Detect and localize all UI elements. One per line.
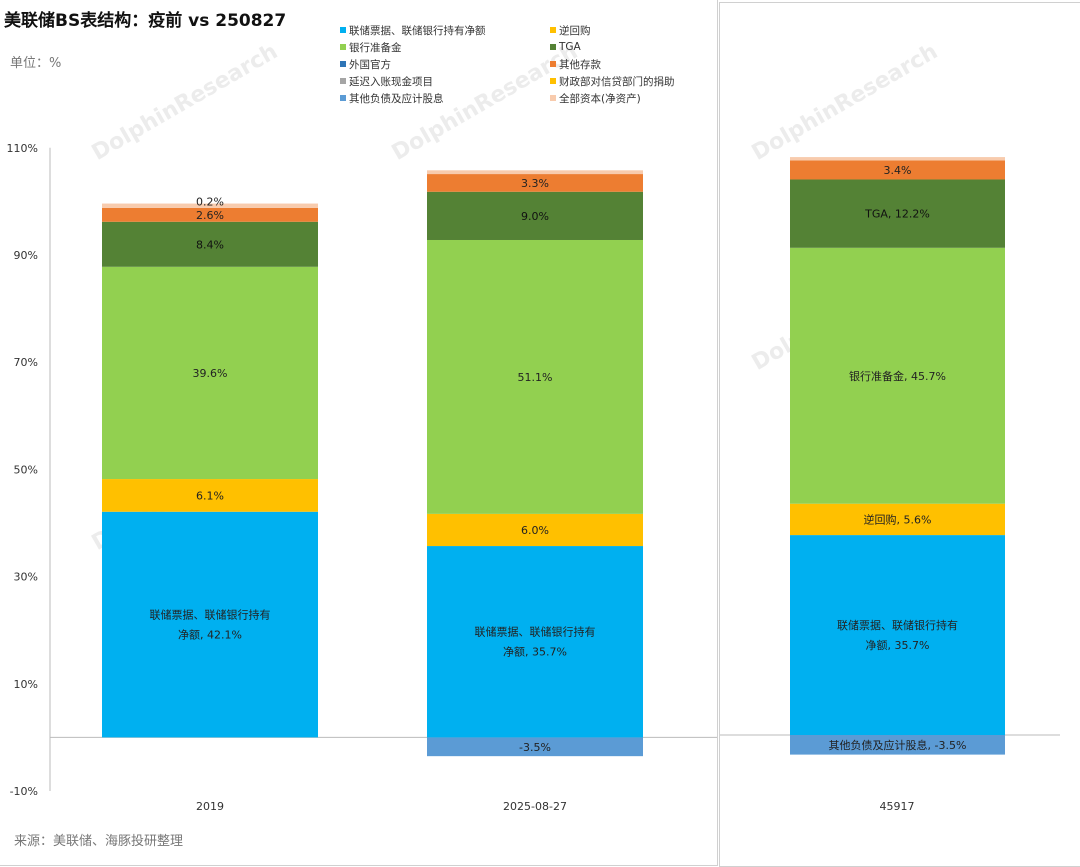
data-label: 0.2% xyxy=(196,196,224,209)
legend-label: 财政部对信贷部门的捐助 xyxy=(559,75,675,88)
legend-label: 其他负债及应计股息 xyxy=(349,92,444,105)
y-tick-label: 70% xyxy=(14,356,38,369)
data-label: 3.4% xyxy=(884,164,912,177)
bar-segment xyxy=(790,157,1005,161)
legend-label: 逆回购 xyxy=(559,24,591,37)
legend-item: 财政部对信贷部门的捐助 xyxy=(550,73,700,89)
legend-swatch xyxy=(550,27,556,33)
bar-segment xyxy=(790,735,1005,755)
bar-segment xyxy=(102,221,318,267)
legend-swatch xyxy=(340,95,346,101)
legend-item: 延迟入账现金项目 xyxy=(340,73,550,89)
source-note: 来源：美联储、海豚投研整理 xyxy=(14,834,184,849)
bar-segment xyxy=(102,207,318,222)
legend-item: 银行准备金 xyxy=(340,39,550,55)
data-label: 8.4% xyxy=(196,238,224,251)
legend-label: 银行准备金 xyxy=(349,41,402,54)
data-label: 3.3% xyxy=(521,177,549,190)
bar-segment xyxy=(427,513,643,547)
bar-segment xyxy=(790,247,1005,504)
data-label: 联储票据、联储银行持有 xyxy=(837,618,958,632)
legend-swatch xyxy=(550,61,556,67)
legend-swatch xyxy=(550,95,556,101)
y-tick-label: 10% xyxy=(14,678,38,691)
data-label: 9.0% xyxy=(521,210,549,223)
x-tick-label: 2025-08-27 xyxy=(503,800,567,813)
data-label: 净额, 35.7% xyxy=(503,645,567,659)
data-label: 51.1% xyxy=(518,371,553,384)
bar-segment xyxy=(427,546,643,738)
bar-segment xyxy=(102,511,318,738)
legend-label: 外国官方 xyxy=(349,58,391,71)
x-tick-label: 45917 xyxy=(880,800,915,813)
legend-item: 其他存款 xyxy=(550,56,700,72)
legend-item: 外国官方 xyxy=(340,56,550,72)
bar-segment xyxy=(427,737,643,757)
data-label: 39.6% xyxy=(193,367,228,380)
data-label: -3.5% xyxy=(519,741,551,754)
bar-segment xyxy=(427,174,643,192)
bar-segment xyxy=(427,191,643,240)
legend-label: 联储票据、联储银行持有净额 xyxy=(349,24,486,37)
legend-swatch xyxy=(340,27,346,33)
bar-segment xyxy=(790,535,1005,735)
legend-label: 延迟入账现金项目 xyxy=(349,75,433,88)
legend-swatch xyxy=(550,78,556,84)
legend-label: 其他存款 xyxy=(559,58,601,71)
legend-swatch xyxy=(550,44,556,50)
legend-item: 逆回购 xyxy=(550,22,700,38)
bar-segment xyxy=(790,179,1005,248)
main-chart-panel xyxy=(0,0,718,866)
legend-item: 联储票据、联储银行持有净额 xyxy=(340,22,550,38)
legend-label: TGA xyxy=(559,41,581,53)
data-label: 逆回购, 5.6% xyxy=(864,512,932,526)
legend-item: 其他负债及应计股息 xyxy=(340,90,550,106)
bar-segment xyxy=(427,239,643,514)
legend-swatch xyxy=(340,44,346,50)
bar-segment xyxy=(102,203,318,208)
legend-swatch xyxy=(340,78,346,84)
legend-label: 全部资本(净资产) xyxy=(559,92,641,105)
y-tick-label: 50% xyxy=(14,463,38,476)
data-label: 银行准备金, 45.7% xyxy=(849,369,946,383)
data-label: 联储票据、联储银行持有 xyxy=(150,608,271,622)
bar-segment xyxy=(102,479,318,512)
y-tick-label: 30% xyxy=(14,571,38,584)
bar-segment xyxy=(790,503,1005,536)
bar-segment xyxy=(790,160,1005,180)
data-label: 2.6% xyxy=(196,209,224,222)
data-label: 其他负债及应计股息, -3.5% xyxy=(829,738,967,752)
x-tick-label: 2019 xyxy=(196,800,224,813)
y-tick-label: 110% xyxy=(7,142,38,155)
data-label: 6.0% xyxy=(521,524,549,537)
chart-title: 美联储BS表结构：疫前 vs 250827 xyxy=(4,11,287,31)
bar-segment xyxy=(102,266,318,480)
data-label: 净额, 35.7% xyxy=(866,638,930,652)
y-tick-label: -10% xyxy=(10,785,38,798)
y-tick-label: 90% xyxy=(14,249,38,262)
legend-item: TGA xyxy=(550,39,700,55)
unit-label: 单位：% xyxy=(10,56,62,71)
data-label: 联储票据、联储银行持有 xyxy=(475,625,596,639)
legend-item: 全部资本(净资产) xyxy=(550,90,700,106)
data-label: TGA, 12.2% xyxy=(864,208,930,221)
data-label: 6.1% xyxy=(196,489,224,502)
legend-swatch xyxy=(340,61,346,67)
legend: 联储票据、联储银行持有净额 逆回购银行准备金 TGA 外国官方 其他存款延迟入账现金项目… xyxy=(340,22,700,106)
data-label: 净额, 42.1% xyxy=(178,628,242,642)
bar-segment xyxy=(427,170,643,175)
